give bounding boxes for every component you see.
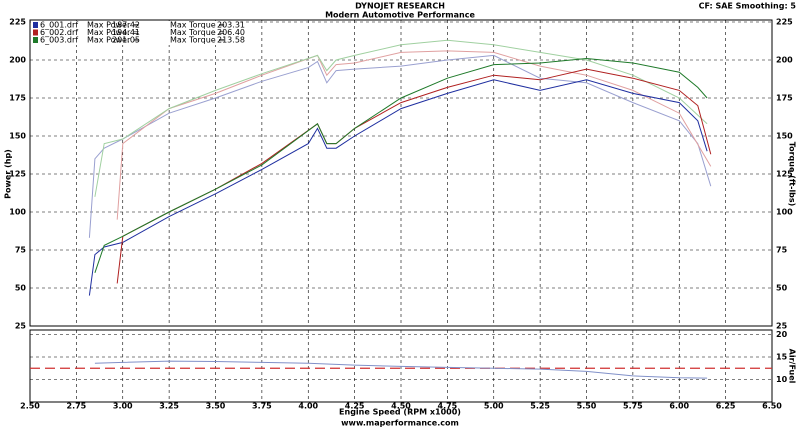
legend-swatch <box>33 37 38 43</box>
x-tick-label: 4.25 <box>345 402 365 411</box>
x-tick-label: 2.75 <box>67 402 87 411</box>
legend-power-label: Max Power = <box>87 36 140 45</box>
x-tick-label: 3.75 <box>252 402 272 411</box>
series-line <box>94 360 708 379</box>
y-tick-label: 175 <box>9 94 26 103</box>
legend-torque-label: Max Torque = <box>170 28 225 37</box>
legend-power-label: Max Power = <box>87 28 140 37</box>
y-tick-label: 225 <box>9 18 26 27</box>
y-tick-label: 50 <box>15 284 27 293</box>
afr-axis-label: Air/Fuel <box>788 349 797 384</box>
legend-name: 6_003.drf <box>40 36 78 45</box>
x-tick-label: 6.50 <box>762 402 782 411</box>
legend-box <box>31 21 236 45</box>
y2-tick-label: 200 <box>776 56 793 65</box>
series-line <box>116 50 712 220</box>
x-tick-label: 5.25 <box>530 402 550 411</box>
y-tick-label: 75 <box>15 246 27 255</box>
y-tick-label: 200 <box>9 56 26 65</box>
afr-tick-label: 20 <box>776 330 788 339</box>
y2-tick-label: 50 <box>776 284 788 293</box>
series-line <box>94 57 708 273</box>
legend-max-torque: 203.31 <box>217 21 245 30</box>
series-line <box>88 54 712 238</box>
y-tick-label: 100 <box>9 208 26 217</box>
x-tick-label: 4.50 <box>391 402 411 411</box>
y-tick-label: 25 <box>15 322 27 331</box>
legend-torque-label: Max Torque = <box>170 21 225 30</box>
y2-tick-label: 75 <box>776 246 788 255</box>
y2-tick-label: 125 <box>776 170 793 179</box>
x-tick-label: 3.50 <box>206 402 226 411</box>
y-axis-label: Power (hp) <box>4 149 13 199</box>
y2-tick-label: 25 <box>776 322 788 331</box>
legend-power-label: Max Power = <box>87 21 140 30</box>
footer: www.maperformance.com <box>341 419 459 428</box>
x-tick-label: 3.25 <box>159 402 179 411</box>
chart-subtitle: Modern Automotive Performance <box>325 11 475 20</box>
corner-note: CF: SAE Smoothing: 5 <box>699 2 797 11</box>
x-tick-label: 5.75 <box>623 402 643 411</box>
x-tick-label: 5.50 <box>577 402 597 411</box>
legend-max-power: 187.42 <box>112 21 140 30</box>
y2-axis-label: Torque (ft-lbs) <box>788 142 797 207</box>
x-axis-label: Engine Speed (RPM x1000) <box>339 408 461 417</box>
legend-name: 6_001.drf <box>40 21 78 30</box>
series-line <box>94 39 708 197</box>
y-tick-label: 125 <box>9 170 26 179</box>
y2-tick-label: 100 <box>776 208 793 217</box>
legend-swatch <box>33 29 38 36</box>
legend-max-power: 201.05 <box>112 36 140 45</box>
y2-tick-label: 175 <box>776 94 793 103</box>
legend-torque-label: Max Torque = <box>170 36 225 45</box>
x-tick-label: 4.00 <box>298 402 318 411</box>
y2-tick-label: 150 <box>776 132 793 141</box>
y-tick-label: 150 <box>9 132 26 141</box>
x-tick-label: 2.50 <box>20 402 40 411</box>
chart-title: DYNOJET RESEARCH <box>355 2 445 11</box>
x-tick-label: 3.00 <box>113 402 133 411</box>
x-tick-label: 6.25 <box>716 402 736 411</box>
afr-tick-label: 10 <box>776 375 788 384</box>
afr-tick-label: 15 <box>776 353 788 362</box>
x-tick-label: 6.00 <box>669 402 689 411</box>
legend-swatch <box>33 22 38 28</box>
series-line <box>88 79 708 296</box>
y2-tick-label: 225 <box>776 18 793 27</box>
x-tick-label: 4.75 <box>438 402 458 411</box>
legend-name: 6_002.drf <box>40 28 78 37</box>
legend-max-torque: 206.40 <box>217 28 245 37</box>
legend-max-power: 194.41 <box>112 28 140 37</box>
x-tick-label: 5.00 <box>484 402 504 411</box>
legend-max-torque: 213.58 <box>217 36 245 45</box>
